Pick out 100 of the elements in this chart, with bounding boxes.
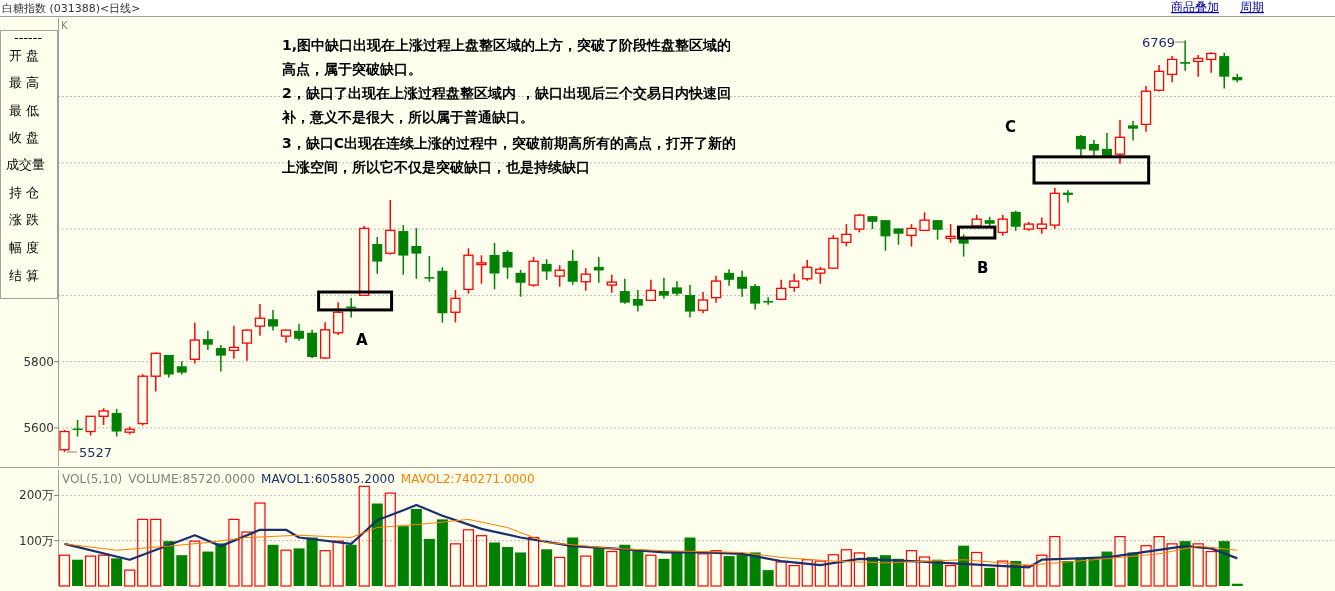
bar (384, 492, 396, 587)
bar (658, 558, 670, 586)
annotation: 高点，属于突破缺口。 (282, 61, 422, 77)
bar (905, 550, 918, 587)
bar (1075, 558, 1087, 586)
bar (332, 540, 344, 587)
candlestick (854, 213, 865, 234)
bar (1114, 536, 1126, 587)
bar (1205, 550, 1217, 587)
bar (397, 526, 409, 586)
candlestick (658, 277, 669, 300)
bar (1101, 551, 1113, 586)
candlestick (385, 199, 396, 256)
candlestick (333, 301, 344, 336)
bar (98, 554, 110, 587)
bar (632, 550, 644, 586)
bar (958, 545, 970, 586)
candlestick (932, 219, 943, 241)
bar (1062, 561, 1074, 586)
bar (423, 538, 435, 586)
bar (984, 567, 996, 586)
bar (306, 537, 318, 586)
bar (1218, 541, 1230, 586)
text: 周期 (1240, 0, 1264, 14)
candlestick (85, 415, 96, 437)
candlestick (111, 408, 122, 438)
candlestick (841, 223, 852, 248)
bar (788, 565, 800, 587)
bar (436, 519, 448, 586)
chart-title: 白糖指数 (031388)<日线> (2, 2, 141, 15)
bar (840, 549, 852, 587)
candlestick (580, 267, 591, 292)
candlestick (919, 211, 930, 232)
candlestick (502, 249, 513, 280)
bar (410, 508, 422, 586)
bar (475, 535, 488, 587)
bar (163, 541, 175, 586)
annotation: 补，意义不是很大，所以属于普通缺口。 (281, 109, 534, 125)
bar (280, 549, 292, 587)
sidebar: ------ 开 盘 最 高 最 低 收 盘 成交量 持 仓 涨 跌 幅 度 结 算 (0, 30, 58, 299)
bar (202, 551, 214, 586)
candlestick (1153, 64, 1165, 93)
bar (606, 550, 618, 587)
bar (567, 537, 579, 586)
annotation: 3，缺口C出现在连续上涨的过程中，突破前期高所有的高点，打开了新的 (282, 135, 737, 151)
bar (1088, 558, 1100, 586)
bar (124, 569, 136, 587)
candlestick (697, 291, 709, 314)
bar (554, 556, 566, 587)
bar (358, 485, 370, 587)
bar (489, 542, 501, 586)
y-tick-label: 5600 (23, 420, 54, 435)
bar (684, 537, 696, 586)
annotation: 5527 (79, 445, 113, 460)
annotation: 2，缺口了出现在上涨过程盘整区域内 ，缺口出现后三个交易日内快速回 (282, 85, 731, 101)
bar (801, 559, 813, 587)
candlestick (750, 283, 761, 311)
bar (176, 555, 188, 586)
text: MAVOL1:605805.2000 (261, 472, 395, 486)
bar (1049, 536, 1061, 587)
y-tick-label: 200万 (19, 488, 54, 503)
candlestick (710, 275, 722, 304)
bar (762, 570, 774, 586)
bar (189, 540, 201, 587)
bar (945, 565, 957, 587)
bar (150, 518, 162, 587)
bar (84, 555, 97, 587)
candlestick (554, 264, 565, 288)
candlestick (228, 325, 240, 360)
bar (345, 544, 357, 586)
annotation: K (61, 20, 68, 31)
annotation: A (356, 331, 368, 349)
annotation: 6769 (1142, 35, 1176, 50)
bar (971, 551, 983, 587)
bar (515, 552, 527, 586)
candlestick (489, 242, 500, 291)
candlestick (619, 278, 630, 305)
candlestick (645, 279, 657, 302)
bar (814, 560, 826, 587)
bar (723, 556, 735, 586)
bar (528, 536, 540, 587)
candlestick (215, 344, 226, 373)
candlestick (997, 214, 1008, 237)
candlestick (1010, 210, 1021, 232)
candlestick (567, 249, 578, 286)
candlestick (424, 255, 435, 283)
bar (853, 552, 865, 587)
bar (72, 559, 84, 586)
bar (215, 543, 227, 586)
annotation: B (977, 259, 989, 277)
candlestick (906, 223, 917, 248)
bar (58, 554, 71, 587)
bar (319, 550, 331, 587)
candlestick (411, 227, 422, 280)
candlestick (515, 269, 526, 298)
candlestick (150, 351, 161, 393)
candlestick (684, 284, 695, 319)
candlestick (541, 258, 552, 281)
bar (580, 555, 592, 587)
y-tick-label: 5800 (23, 354, 54, 369)
